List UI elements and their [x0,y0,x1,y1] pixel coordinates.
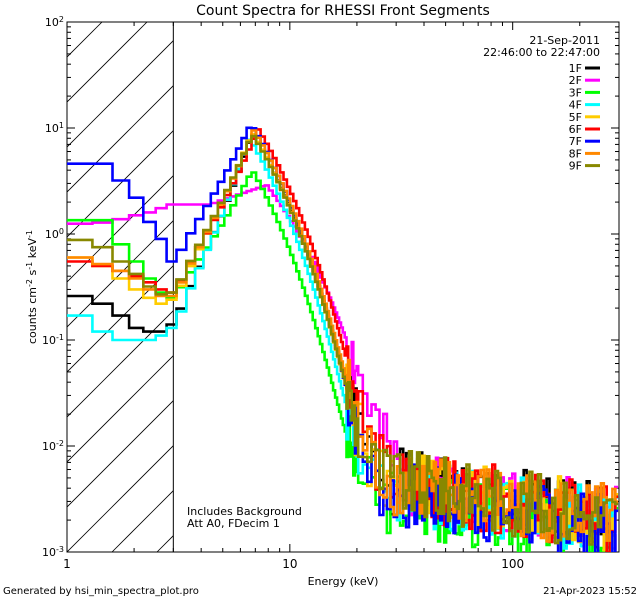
hatch-line [67,40,174,148]
legend-label: 6F [569,123,582,136]
hatch-line [67,265,174,373]
legend-label: 7F [569,135,582,148]
series-8F-line [67,129,619,543]
x-axis: 1 10 100 [63,22,620,571]
legend-label: 9F [569,160,582,173]
y-axis: 102 101 100 10-1 10-2 10-3 [42,15,619,560]
x-tick-label: 100 [501,557,524,571]
date-label: 21-Sep-2011 [529,34,600,47]
x-tick-label: 1 [63,557,71,571]
plot-border [66,21,620,553]
legend-label: 2F [569,74,582,87]
y-tick-label: 10-1 [42,333,64,348]
x-tick-label: 10 [282,557,297,571]
hatch-line [67,22,148,103]
hatch-line [67,355,174,463]
time-range-label: 22:46:00 to 22:47:00 [483,46,600,59]
annotation-attenuator: Att A0, FDecim 1 [187,517,280,530]
x-axis-label: Energy (keV) [308,575,379,588]
annotation-background: Includes Background [187,505,302,518]
chart-title: Count Spectra for RHESSI Front Segments [196,3,490,19]
hatch-line [67,400,174,508]
legend-label: 4F [569,99,582,112]
y-tick-label: 10-2 [42,439,64,454]
y-tick-label: 101 [45,121,64,136]
legend-label: 1F [569,62,582,75]
plot-frame [66,21,620,553]
y-axis-label: counts cm-2 s-1 keV-1 [25,230,40,344]
series-9F-line [67,134,619,546]
legend-label: 5F [569,111,582,124]
y-tick-label: 10-3 [42,545,64,560]
y-tick-label: 100 [45,227,64,242]
hatch-line [67,175,174,283]
y-tick-label: 102 [45,15,64,30]
legend-label: 3F [569,86,582,99]
footer-timestamp: 21-Apr-2023 15:52 [543,586,637,597]
legend-label: 8F [569,147,582,160]
series-layer [67,126,619,552]
hatch-line [67,445,174,552]
footer-generated-by: Generated by hsi_min_spectra_plot.pro [3,586,199,597]
